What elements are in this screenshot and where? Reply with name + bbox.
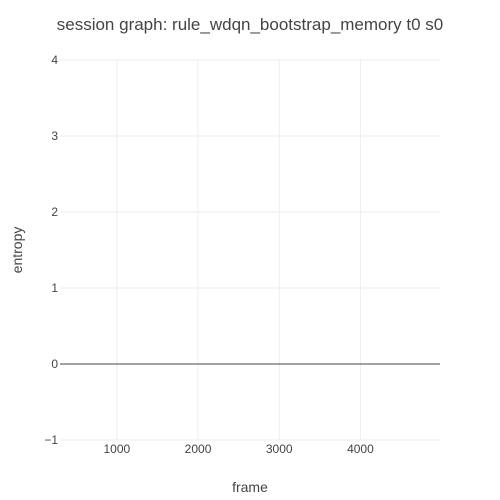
y-tick-label: −1 bbox=[44, 433, 58, 447]
y-tick-label: 0 bbox=[51, 357, 58, 371]
y-axis-title: entropy bbox=[9, 227, 25, 274]
x-tick-label: 2000 bbox=[185, 442, 212, 456]
x-axis-title: frame bbox=[232, 479, 268, 495]
y-tick-label: 3 bbox=[51, 129, 58, 143]
y-tick-label: 1 bbox=[51, 281, 58, 295]
y-tick-label: 2 bbox=[51, 205, 58, 219]
x-tick-label: 4000 bbox=[347, 442, 374, 456]
chart-title: session graph: rule_wdqn_bootstrap_memor… bbox=[57, 15, 444, 34]
x-tick-label: 1000 bbox=[103, 442, 130, 456]
y-axis-ticks: −1 0 1 2 3 4 bbox=[44, 53, 58, 447]
grid bbox=[60, 59, 440, 441]
x-axis-ticks: 1000 2000 3000 4000 bbox=[103, 442, 374, 456]
y-tick-label: 4 bbox=[51, 53, 58, 67]
x-tick-label: 3000 bbox=[266, 442, 293, 456]
